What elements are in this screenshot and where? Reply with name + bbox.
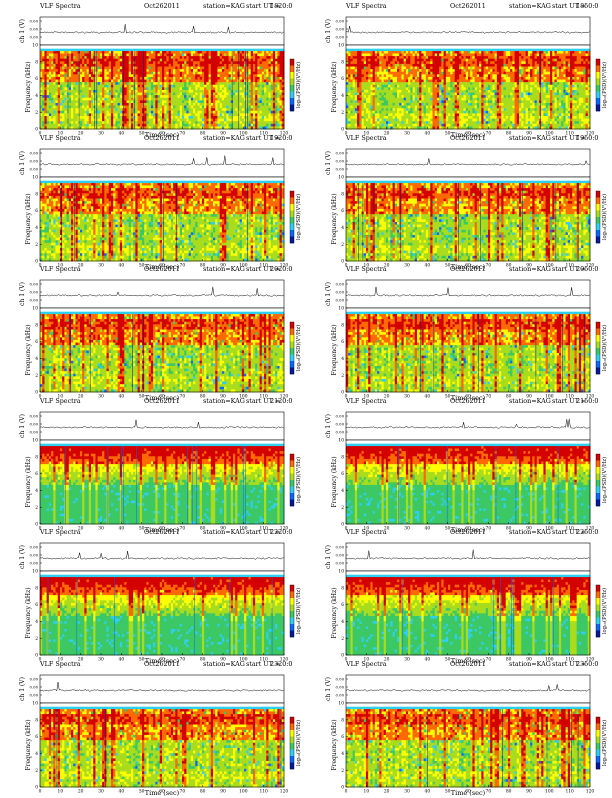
- sferic-line: [97, 51, 98, 129]
- colorbar-swatch: [290, 98, 294, 105]
- colorbar: log₁₀(PSD)(V²/Hz): [290, 59, 302, 111]
- colorbar-swatch: [290, 92, 294, 99]
- waveform-strip: 0.00 0.00 0.00 ch 1 (V): [325, 17, 590, 45]
- colorbar-swatch: [290, 66, 294, 73]
- strip-axis-label: ch 1 (V): [325, 19, 332, 43]
- y-tick-label: 4: [35, 94, 38, 99]
- band-edge: [40, 49, 284, 51]
- sferic-line: [143, 51, 144, 129]
- strip-frame: [40, 17, 284, 45]
- strip-tick-label: 0.00: [30, 19, 39, 24]
- y-axis-label: Frequency (kHz): [25, 61, 32, 112]
- sferic-line: [94, 51, 95, 129]
- sferic-line: [68, 51, 69, 129]
- strip-tick-label: 0.00: [30, 27, 39, 32]
- strip-tick-label: 0.00: [336, 19, 345, 24]
- sferic-line: [245, 51, 246, 129]
- sferic-line: [247, 51, 248, 129]
- strip-tick-label: 0.00: [336, 27, 345, 32]
- colorbar-swatch: [290, 72, 294, 79]
- y-tick-label: 8: [35, 60, 38, 65]
- y-tick-label: 2: [35, 111, 38, 116]
- colorbar-label: log₁₀(PSD)(V²/Hz): [295, 62, 302, 108]
- strip-frame: [346, 17, 590, 45]
- strip-tick-label: 0.00: [336, 35, 345, 40]
- colorbar-swatch: [290, 59, 294, 66]
- y-tick-label: 6: [35, 77, 38, 82]
- sferic-line: [123, 51, 124, 129]
- waveform-strip: 0.00 0.00 0.00 ch 1 (V): [19, 17, 284, 45]
- sferic-line: [134, 51, 135, 129]
- colorbar-swatch: [290, 105, 294, 112]
- strip-tick-label: 0.00: [30, 35, 39, 40]
- sferic-line: [232, 51, 233, 129]
- colorbar-swatch: [290, 85, 294, 92]
- colorbar-swatch: [290, 79, 294, 86]
- y-tick-label: 10: [32, 44, 38, 49]
- sferic-line: [79, 51, 80, 129]
- strip-axis-label: ch 1 (V): [19, 19, 26, 43]
- sferic-line: [239, 51, 240, 129]
